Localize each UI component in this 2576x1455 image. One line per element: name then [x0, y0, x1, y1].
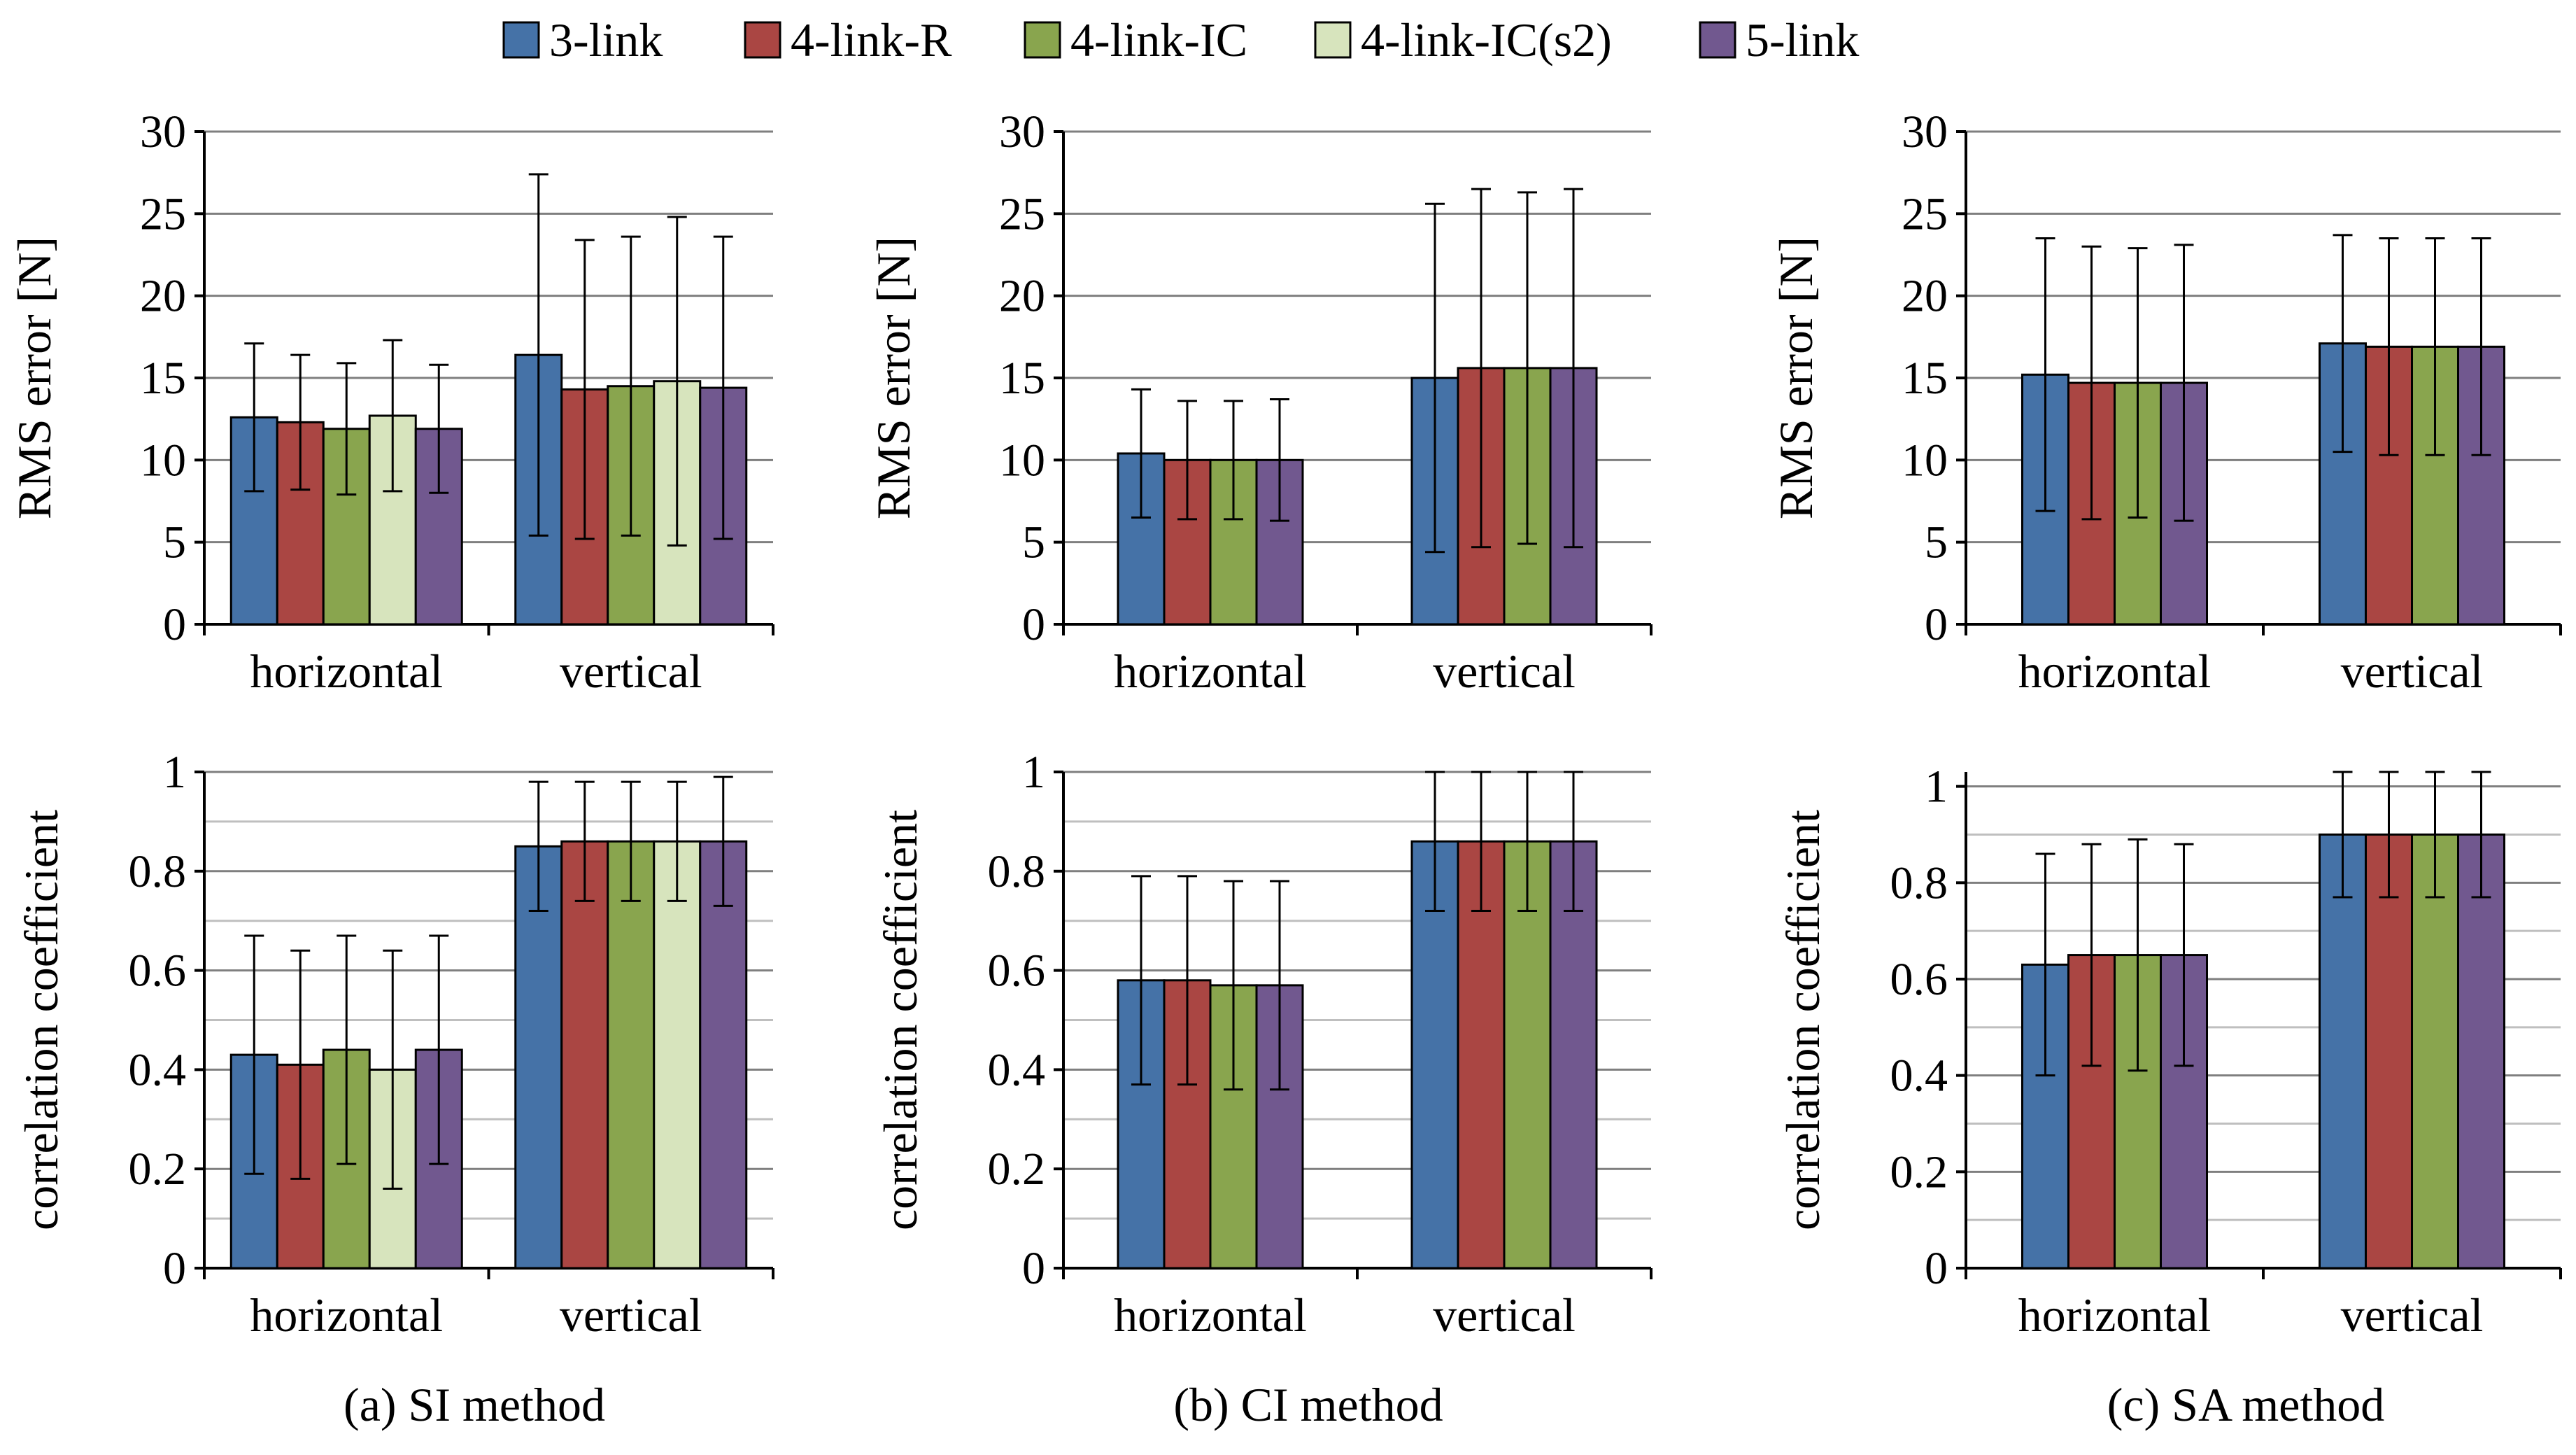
bar — [2365, 833, 2413, 1270]
y-tick-label: 15 — [1902, 353, 1948, 404]
y-axis-label: correlation coefficient — [1776, 810, 1830, 1230]
y-tick-label: 30 — [999, 106, 1045, 157]
x-category-label: horizontal — [1114, 645, 1307, 698]
bar — [2457, 833, 2505, 1270]
y-tick-label: 25 — [999, 188, 1045, 239]
x-category-label: vertical — [1433, 645, 1576, 698]
y-tick-label: 1 — [163, 747, 186, 798]
y-axis-label: RMS error [N] — [8, 237, 61, 519]
y-tick-label: 0.8 — [1890, 857, 1948, 908]
y-tick-label: 0.4 — [988, 1044, 1046, 1095]
legend-swatch — [1024, 21, 1061, 59]
y-tick-label: 25 — [140, 188, 186, 239]
y-tick-label: 0.8 — [988, 846, 1046, 897]
x-category-label: horizontal — [2018, 1288, 2211, 1342]
y-tick-label: 0.6 — [129, 946, 187, 997]
y-tick-label: 1 — [1022, 747, 1045, 798]
bar — [1457, 840, 1506, 1270]
legend-label: 4-link-IC(s2) — [1361, 13, 1612, 66]
y-tick-label: 0 — [1022, 1243, 1045, 1294]
y-tick-label: 15 — [999, 353, 1045, 404]
y-axis-label: correlation coefficient — [874, 810, 927, 1230]
legend-swatch — [1699, 21, 1736, 59]
y-tick-label: 20 — [999, 271, 1045, 322]
bar — [1410, 840, 1459, 1270]
y-tick-label: 10 — [140, 435, 186, 486]
y-axis-label: correlation coefficient — [15, 810, 68, 1230]
legend-label: 3-link — [549, 13, 663, 66]
x-category-label: horizontal — [2018, 645, 2211, 698]
x-category-label: horizontal — [250, 645, 443, 698]
y-tick-label: 0 — [1925, 1243, 1948, 1294]
y-tick-label: 30 — [1902, 106, 1948, 157]
x-category-label: vertical — [2341, 1288, 2484, 1342]
legend-swatch — [1314, 21, 1352, 59]
y-tick-label: 0.6 — [988, 946, 1046, 997]
y-tick-label: 25 — [1902, 188, 1948, 239]
bar — [607, 840, 656, 1270]
y-tick-label: 10 — [999, 435, 1045, 486]
panel-caption: (a) SI method — [344, 1378, 605, 1431]
panel-caption: (c) SA method — [2107, 1378, 2385, 1431]
y-tick-label: 5 — [1925, 517, 1948, 568]
y-tick-label: 1 — [1925, 761, 1948, 813]
bar — [2319, 833, 2367, 1270]
x-category-label: vertical — [560, 645, 702, 698]
legend-label: 4-link-IC — [1070, 13, 1247, 66]
y-tick-label: 0.2 — [1890, 1146, 1948, 1197]
y-tick-label: 0.8 — [129, 846, 187, 897]
x-category-label: vertical — [2341, 645, 2484, 698]
bar — [560, 840, 609, 1270]
y-tick-label: 0 — [163, 599, 186, 650]
y-tick-label: 0.2 — [988, 1144, 1046, 1195]
y-tick-label: 20 — [140, 271, 186, 322]
y-tick-label: 0.6 — [1890, 954, 1948, 1005]
y-tick-label: 5 — [163, 517, 186, 568]
legend-label: 4-link-R — [791, 13, 952, 66]
legend-label: 5-link — [1746, 13, 1859, 66]
y-axis-label: RMS error [N] — [1769, 237, 1823, 519]
panel-caption: (b) CI method — [1173, 1378, 1443, 1431]
bar — [2160, 954, 2208, 1270]
y-tick-label: 10 — [1902, 435, 1948, 486]
bar — [1549, 840, 1598, 1270]
x-category-label: horizontal — [1114, 1288, 1307, 1342]
y-axis-label: RMS error [N] — [867, 237, 920, 519]
y-tick-label: 0.4 — [129, 1044, 187, 1095]
y-tick-label: 0.4 — [1890, 1050, 1948, 1102]
y-tick-label: 15 — [140, 353, 186, 404]
y-tick-label: 0 — [1022, 599, 1045, 650]
legend-swatch — [744, 21, 781, 59]
x-category-label: vertical — [1433, 1288, 1576, 1342]
y-tick-label: 30 — [140, 106, 186, 157]
bar — [2411, 833, 2459, 1270]
legend-swatch — [502, 21, 540, 59]
x-category-label: vertical — [560, 1288, 702, 1342]
bar — [514, 845, 563, 1270]
y-tick-label: 5 — [1022, 517, 1045, 568]
x-category-label: horizontal — [250, 1288, 443, 1342]
y-tick-label: 0.2 — [129, 1144, 187, 1195]
y-tick-label: 0 — [1925, 599, 1948, 650]
y-tick-label: 20 — [1902, 271, 1948, 322]
bar — [653, 840, 702, 1270]
y-tick-label: 0 — [163, 1243, 186, 1294]
